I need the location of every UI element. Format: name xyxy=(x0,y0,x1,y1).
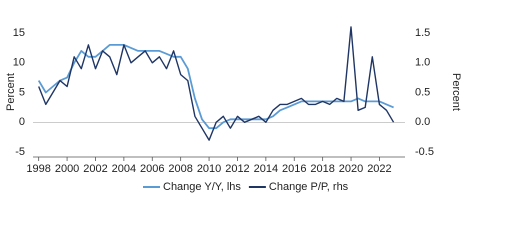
x-tick-label: 2002 xyxy=(83,163,107,175)
y2-tick-label: 0.5 xyxy=(415,86,430,98)
x-tick-label: 2006 xyxy=(140,163,164,175)
x-tick-label: 2000 xyxy=(55,163,79,175)
x-tick-label: 1998 xyxy=(26,163,50,175)
x-tick-label: 2010 xyxy=(197,163,221,175)
chart: Percent Percent -5 0 5 10 15 -0.5 0.0 0.5 1.0 1.5… xyxy=(5,26,462,193)
legend-label: Change Y/Y, lhs xyxy=(163,181,241,193)
y-tick-label: 10 xyxy=(13,57,25,69)
x-tick-label: 2004 xyxy=(112,163,136,175)
y2-axis-label: Percent xyxy=(450,73,462,111)
series-line xyxy=(37,44,394,130)
x-tick-label: 2012 xyxy=(225,163,249,175)
legend-label: Change P/P, rhs xyxy=(269,181,349,193)
page: Percent Percent -5 0 5 10 15 -0.5 0.0 0.5 1.0 1.5… xyxy=(4,26,463,193)
x-tick-label: 2014 xyxy=(254,163,278,175)
y-tick-label: 15 xyxy=(13,27,25,39)
x-tick-label: 2022 xyxy=(367,163,391,175)
y2-tick-label: 1.5 xyxy=(415,27,430,39)
y-tick-label: 0 xyxy=(19,116,25,128)
y2-tick-label: 0.0 xyxy=(415,116,430,128)
x-tick-label: 2020 xyxy=(339,163,363,175)
x-tick-label: 2016 xyxy=(282,163,306,175)
y-tick-label: 5 xyxy=(19,86,25,98)
x-tick-label: 2008 xyxy=(168,163,192,175)
series-line xyxy=(38,26,395,141)
x-tick-label: 2018 xyxy=(310,163,334,175)
y-tick-label: -5 xyxy=(15,146,25,158)
y2-tick-label: 1.0 xyxy=(415,57,430,69)
y2-tick-label: -0.5 xyxy=(415,146,434,158)
y-axis-label: Percent xyxy=(5,73,17,111)
